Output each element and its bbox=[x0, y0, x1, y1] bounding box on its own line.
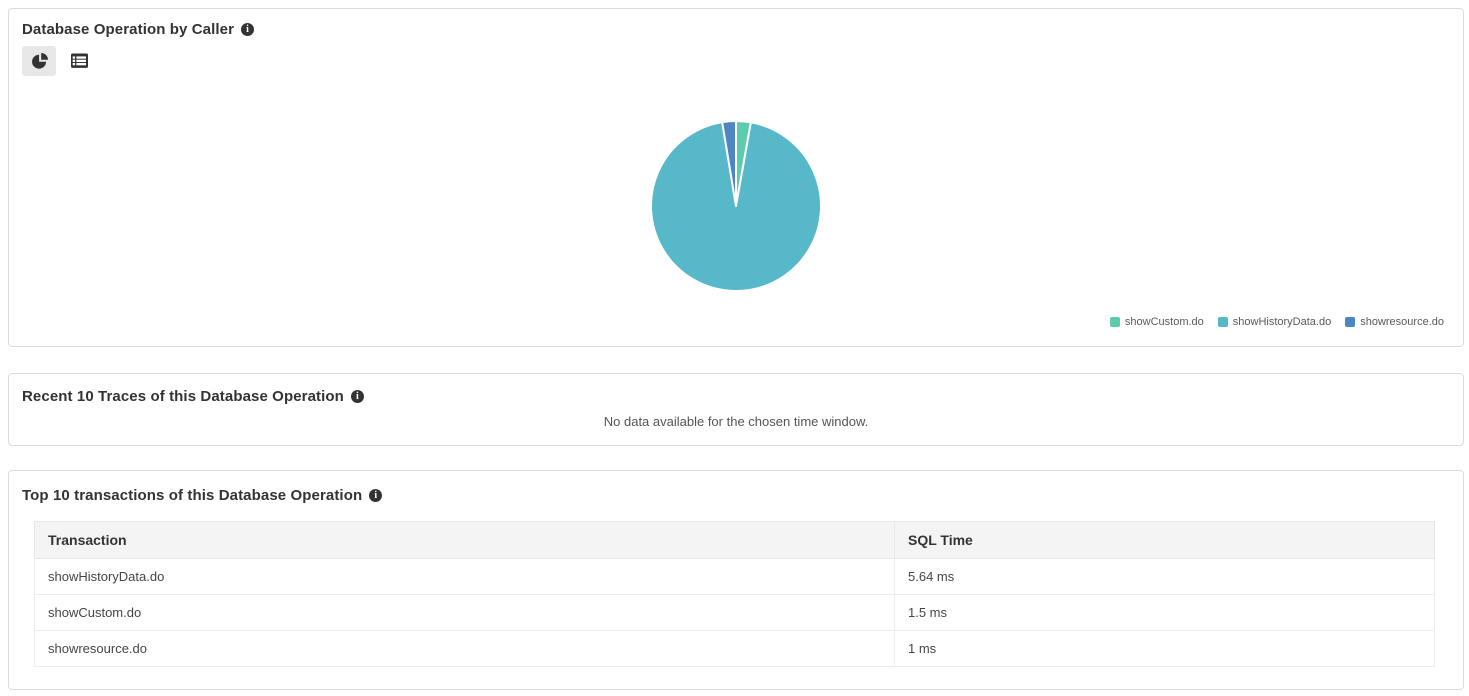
transactions-table: Transaction SQL Time showHistoryData.do 5.… bbox=[34, 521, 1435, 667]
cell-sql-time: 1 ms bbox=[894, 630, 1435, 667]
legend-label: showresource.do bbox=[1360, 316, 1444, 328]
caller-panel-title: Database Operation by Caller bbox=[22, 21, 235, 38]
cell-transaction[interactable]: showresource.do bbox=[34, 630, 895, 667]
legend-item-showHistoryData.do[interactable]: showHistoryData.do bbox=[1217, 316, 1332, 328]
caller-panel-header: Database Operation by Caller i bbox=[9, 9, 1463, 38]
legend-swatch bbox=[1109, 317, 1120, 327]
traces-panel-title: Recent 10 Traces of this Database Operat… bbox=[22, 388, 344, 405]
legend-label: showCustom.do bbox=[1124, 316, 1204, 328]
table-view-button[interactable] bbox=[62, 46, 96, 76]
panel-recent-traces: Recent 10 Traces of this Database Operat… bbox=[8, 373, 1464, 446]
panel-database-operation-by-caller: Database Operation by Caller i bbox=[8, 8, 1464, 347]
panel-top-transactions: Top 10 transactions of this Database Ope… bbox=[8, 470, 1464, 690]
info-icon[interactable]: i bbox=[369, 489, 383, 502]
table-header-row: Transaction SQL Time bbox=[34, 521, 1435, 559]
no-data-message: No data available for the chosen time wi… bbox=[603, 414, 869, 429]
cell-sql-time: 5.64 ms bbox=[894, 558, 1435, 595]
pie-slice-showresource.do[interactable] bbox=[721, 120, 737, 207]
cell-sql-time: 1.5 ms bbox=[894, 594, 1435, 631]
transactions-panel-header: Top 10 transactions of this Database Ope… bbox=[9, 471, 1463, 504]
info-icon[interactable]: i bbox=[241, 23, 255, 36]
traces-panel-header: Recent 10 Traces of this Database Operat… bbox=[9, 374, 1463, 405]
table-row: showHistoryData.do 5.64 ms bbox=[34, 558, 1435, 595]
pie-chart-legend: showCustom.do showHistoryData.do showresou… bbox=[9, 316, 1463, 328]
cell-transaction[interactable]: showCustom.do bbox=[34, 594, 895, 631]
legend-item-showCustom.do[interactable]: showCustom.do bbox=[1109, 316, 1204, 328]
legend-item-showresource.do[interactable]: showresource.do bbox=[1345, 316, 1444, 328]
column-header-sql-time: SQL Time bbox=[894, 521, 1435, 559]
info-icon[interactable]: i bbox=[350, 390, 364, 403]
table-row: showCustom.do 1.5 ms bbox=[34, 594, 1435, 631]
legend-swatch bbox=[1217, 317, 1228, 327]
legend-label: showHistoryData.do bbox=[1232, 316, 1332, 328]
pie-chart-container bbox=[9, 118, 1463, 294]
pie-chart-icon bbox=[31, 52, 48, 70]
cell-transaction[interactable]: showHistoryData.do bbox=[34, 558, 895, 595]
table-icon bbox=[70, 53, 88, 69]
pie-view-button[interactable] bbox=[22, 46, 56, 76]
pie-chart bbox=[650, 119, 822, 292]
column-header-transaction: Transaction bbox=[34, 521, 895, 559]
table-row: showresource.do 1 ms bbox=[34, 630, 1435, 667]
transactions-panel-title: Top 10 transactions of this Database Ope… bbox=[22, 487, 363, 504]
caller-view-toolbar bbox=[22, 46, 1463, 76]
legend-swatch bbox=[1345, 317, 1356, 327]
